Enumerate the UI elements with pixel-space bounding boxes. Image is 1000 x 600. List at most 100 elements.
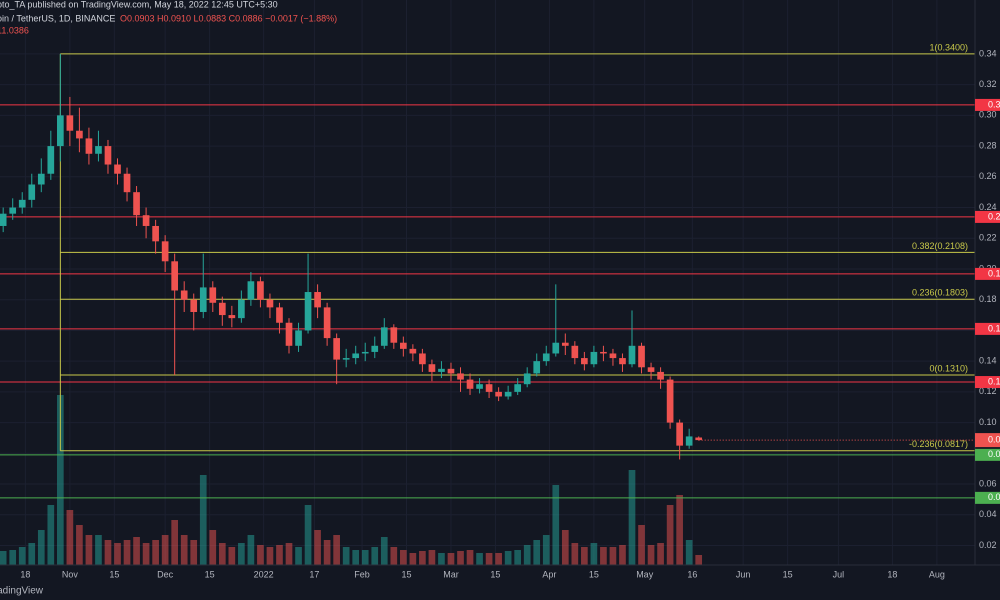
volume-bar <box>523 545 531 565</box>
volume-bar <box>37 530 45 565</box>
candle-body <box>438 368 445 372</box>
candle-body <box>285 322 293 346</box>
candle-body <box>542 353 550 362</box>
candle-body <box>342 358 350 360</box>
x-tick-label: May <box>636 569 654 579</box>
price-axis: 0.340.320.300.280.260.240.220.200.180.16… <box>975 48 1000 550</box>
candle-body <box>276 307 283 323</box>
x-tick-label: Mar <box>443 569 459 579</box>
candle-body <box>190 299 198 312</box>
volume-bar <box>457 551 464 565</box>
volume-bar <box>133 537 140 565</box>
volume-bar <box>266 547 274 565</box>
candle-body <box>161 241 169 262</box>
candle-body <box>638 345 645 368</box>
candle-body <box>314 292 321 308</box>
y-tick-label: 0.18 <box>979 294 997 304</box>
candle-body <box>552 342 560 354</box>
candle-body <box>504 391 512 397</box>
candle-body <box>266 299 274 308</box>
fib-label: 0.236(0.1803) <box>912 288 968 298</box>
volume-bar <box>257 545 264 565</box>
y-tick-label: 0.34 <box>979 48 997 58</box>
candle-body <box>685 436 693 446</box>
volume-bar <box>209 530 217 565</box>
volume-bar <box>295 547 302 565</box>
candle-body <box>590 351 598 365</box>
volume-bar <box>504 551 512 565</box>
candle-body <box>533 361 541 374</box>
candle-body <box>657 371 664 380</box>
published-line: pto_TA published on TradingView.com, May… <box>0 0 278 9</box>
candle-body <box>380 327 388 346</box>
volume-bar <box>9 550 17 565</box>
y-tick-label: 0.12 <box>979 386 997 396</box>
volume-bar <box>666 505 674 565</box>
volume-bar <box>171 520 179 565</box>
y-tick-label: 0.10 <box>979 417 997 427</box>
volume-bar <box>571 543 579 565</box>
candle-body <box>581 358 588 365</box>
candle-body <box>390 327 398 343</box>
x-tick-label: 18 <box>887 569 897 579</box>
x-tick-label: Jul <box>833 569 845 579</box>
volume-bar <box>533 540 541 565</box>
candle-body <box>361 351 369 354</box>
volume-bar <box>199 475 207 565</box>
candle-body <box>419 353 426 365</box>
volume-bar <box>590 543 598 565</box>
candle-body <box>37 173 45 185</box>
volume-bar <box>542 535 550 565</box>
candle-body <box>495 391 502 397</box>
x-tick-label: 17 <box>309 569 319 579</box>
level-tag-label: 0.3068 <box>988 99 1000 109</box>
fib-label: 1(0.3400) <box>929 42 968 52</box>
candle-body <box>85 138 93 154</box>
candle-body <box>218 302 226 316</box>
candle-body <box>666 379 674 423</box>
y-tick-label: 0.02 <box>979 540 997 550</box>
y-tick-label: 0.26 <box>979 171 997 181</box>
x-tick-label: Apr <box>542 569 556 579</box>
candle-body <box>600 351 607 354</box>
volume-bar <box>66 510 74 565</box>
x-tick-label: 2022 <box>254 569 274 579</box>
y-tick-label: 0.22 <box>979 233 997 243</box>
volume-bar <box>85 535 93 565</box>
candle-body <box>485 384 493 392</box>
candle-body <box>628 345 636 365</box>
volume-bar <box>619 545 626 565</box>
candle-body <box>676 422 683 446</box>
volume-bar <box>447 553 455 565</box>
y-tick-label: 0.04 <box>979 509 997 519</box>
candle-body <box>333 338 340 360</box>
y-tick-label: 0.06 <box>979 478 997 488</box>
last-price-tag <box>975 433 1000 448</box>
volume-bar <box>323 540 331 565</box>
candle-body <box>571 345 579 359</box>
candle-body <box>457 373 464 380</box>
volume-bar <box>238 543 245 565</box>
level-tag-label: 0.2339 <box>988 211 1000 221</box>
candle-body <box>209 287 217 303</box>
volume-bar <box>466 550 474 565</box>
candle-body <box>695 437 703 441</box>
candle-body <box>180 290 188 300</box>
volume-bar <box>581 547 588 565</box>
volume-bar <box>514 550 522 565</box>
volume-bar <box>28 543 36 565</box>
candle-body <box>123 173 131 193</box>
level-tag <box>975 448 1000 461</box>
candle-body <box>428 364 436 372</box>
volume-bar <box>142 543 150 565</box>
candle-body <box>409 348 417 354</box>
volume-bar <box>57 395 64 565</box>
volume-bar <box>218 543 226 565</box>
x-tick-label: 15 <box>490 569 500 579</box>
y-tick-label: 0.28 <box>979 140 997 150</box>
x-tick-label: Aug <box>929 569 945 579</box>
volume-bar <box>342 547 350 565</box>
fib-label: 0.382(0.2108) <box>912 241 968 251</box>
level-tag-label: 0.1264 <box>988 376 1000 386</box>
